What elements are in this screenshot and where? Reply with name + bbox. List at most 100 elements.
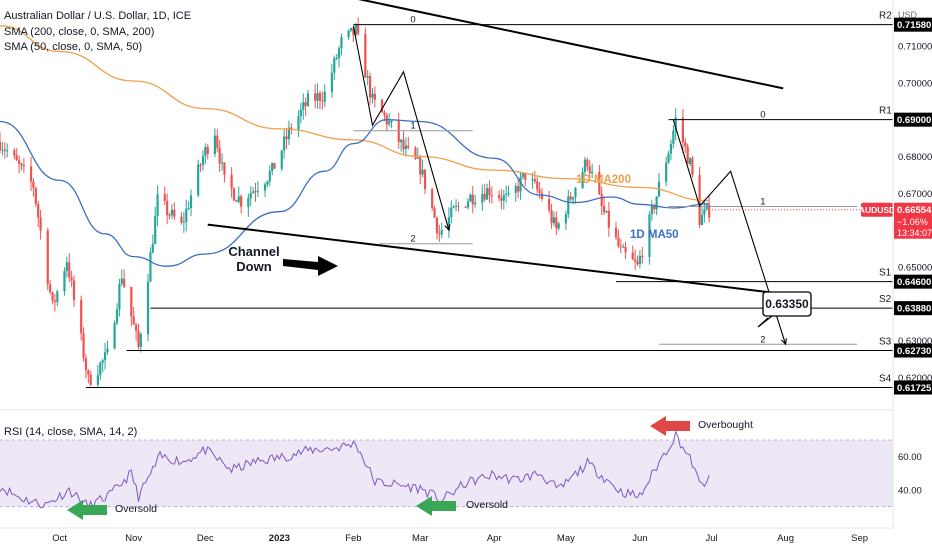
candle-body [123, 278, 126, 287]
candle-body [638, 255, 642, 264]
candle-body [187, 208, 190, 210]
candle-body [404, 145, 408, 150]
price-axis[interactable]: USD0.620000.630000.640000.650000.660000.… [892, 0, 932, 550]
candle-body [251, 191, 255, 194]
candle-body [524, 173, 527, 180]
time-tick-label: 2023 [269, 533, 290, 544]
candle-body [299, 109, 302, 117]
level-tag-r1 [894, 112, 932, 127]
candle-body [15, 155, 18, 161]
candle-body [70, 277, 73, 281]
overbought-label: Overbought [698, 419, 753, 431]
candle-body [352, 28, 355, 35]
symbol-tag-label: AUDUSD [859, 205, 895, 215]
candle-body [466, 201, 470, 208]
candle-body [80, 299, 83, 334]
candle-body [1, 149, 4, 151]
candle-body [617, 237, 620, 247]
candle-body [32, 181, 35, 189]
time-tick-label: Apr [487, 533, 502, 544]
candle-body [247, 198, 250, 207]
candle-body [82, 333, 85, 359]
candle-body [316, 93, 319, 101]
candle-body [571, 197, 575, 200]
rsi-line [0, 430, 710, 511]
price-tick-label: 0.63000 [898, 336, 932, 347]
target-callout-label: 0.63350 [765, 297, 809, 311]
candle-body [314, 93, 317, 101]
candle-body [146, 281, 150, 335]
price-tick-label: 0.70000 [898, 78, 932, 89]
candle-body [168, 215, 171, 217]
candle-body [266, 181, 269, 185]
candle-body [474, 202, 477, 205]
candle-body [216, 135, 219, 148]
candle-body [400, 139, 403, 143]
candle-body [347, 30, 350, 38]
candle-body [619, 246, 622, 248]
time-tick-label: Feb [345, 533, 361, 544]
time-tick-label: Dec [197, 533, 214, 544]
candle-body [263, 184, 267, 191]
last-price-tag [894, 202, 932, 239]
candle-body [337, 48, 341, 59]
candle-body [380, 99, 384, 113]
oversold-arrow-icon-2 [416, 496, 456, 516]
last-price-countdown: 13:34:07 [897, 228, 932, 238]
level-tag-label-s2: 0.63880 [897, 304, 931, 315]
candle-body [49, 284, 52, 293]
candle-body [624, 246, 627, 253]
candle-body [708, 204, 711, 218]
candle-body [538, 189, 541, 194]
candle-body [139, 334, 142, 347]
fib-feb-label-0: 0 [410, 15, 415, 26]
candle-body [268, 171, 271, 182]
candle-body [481, 193, 484, 203]
candle-body [447, 217, 450, 230]
channel-upper-line [358, 0, 784, 90]
level-tag-label-s4: 0.61725 [897, 383, 932, 394]
candle-body [130, 286, 133, 317]
sma200-legend[interactable]: SMA (200, close, 0, SMA, 200) [4, 26, 155, 38]
candle-body [201, 156, 205, 166]
candle-body [686, 146, 689, 164]
candle-body [120, 278, 123, 284]
rsi-legend[interactable]: RSI (14, close, SMA, 14, 2) [4, 426, 138, 438]
candle-body [464, 206, 467, 208]
candle-body [206, 147, 209, 155]
projection-feb-path [352, 25, 450, 231]
candle-body [454, 205, 458, 207]
candle-body [614, 227, 618, 238]
time-tick-label: Jul [705, 533, 717, 544]
candle-body [271, 163, 274, 172]
time-axis[interactable]: Oct Nov Dec 2023 Feb Mar Apr May Jun Jul Aug Sep [52, 533, 868, 544]
candle-body [373, 93, 376, 100]
candle-body [6, 150, 9, 152]
candle-body [672, 130, 675, 144]
candle-body [667, 153, 670, 163]
candle-body [497, 195, 501, 199]
candle-body [469, 194, 472, 202]
candle-body [452, 206, 455, 208]
price-tick-label: 0.62000 [898, 373, 932, 384]
candle-body [283, 136, 286, 151]
candle-body [636, 261, 639, 264]
oversold-arrow-icon-1 [67, 500, 107, 520]
candle-body [306, 93, 310, 106]
candle-body [357, 24, 360, 34]
level-name-r1: R1 [879, 106, 892, 117]
candle-body [588, 166, 591, 174]
candle-body [540, 193, 544, 199]
candlesticks [0, 17, 711, 388]
time-tick-label: Mar [412, 533, 428, 544]
fib-feb-label-2: 2 [410, 234, 415, 245]
oversold-label-2: Oversold [466, 499, 508, 511]
candle-body [536, 181, 539, 190]
candle-body [137, 330, 140, 347]
level-name-s3: S3 [879, 337, 892, 348]
candle-body [485, 188, 489, 200]
overbought-arrow-icon [650, 416, 690, 436]
sma50-legend[interactable]: SMA (50, close, 0, SMA, 50) [4, 41, 143, 53]
candle-body [39, 217, 42, 231]
